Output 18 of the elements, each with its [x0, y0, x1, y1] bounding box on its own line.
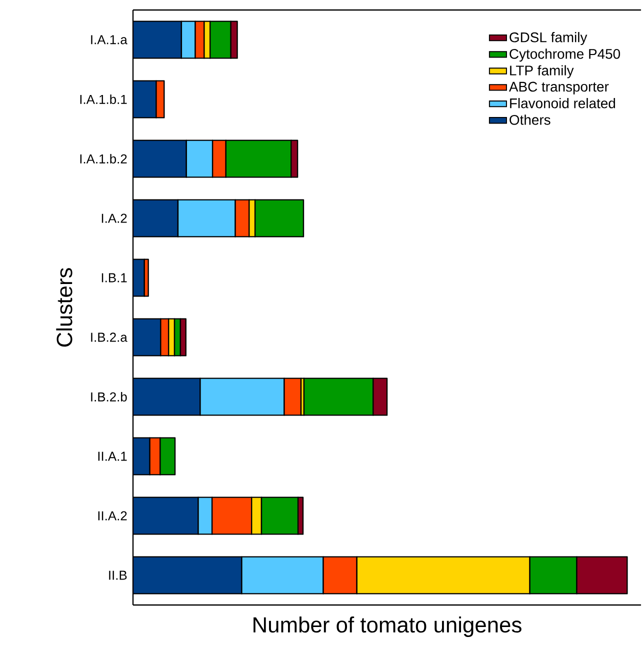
y-tick-label: I.B.1	[102, 273, 127, 282]
legend-label: Others	[510, 114, 550, 125]
legend-label: GDSL family	[510, 32, 588, 46]
y-tick-label: I.B.2.b	[91, 392, 128, 402]
y-tick-label: I.B.2.a	[91, 332, 128, 342]
legend-label: Cytochrome P450	[510, 48, 620, 62]
y-tick-label: I.A.1.a	[91, 35, 128, 44]
legend-label: LTP family	[510, 65, 574, 78]
y-tick-label: II.B	[109, 570, 127, 580]
y-tick-label: II.A.1	[98, 452, 127, 461]
y-axis-title: Clusters	[56, 268, 72, 347]
y-tick-label: II.A.2	[98, 511, 127, 520]
y-tick-label: I.A.1.b.2	[80, 154, 127, 164]
y-tick-label: I.A.1.b.1	[80, 94, 127, 104]
legend-label: ABC transporter	[509, 82, 609, 94]
x-axis-title: Number of tomato unigenes	[254, 616, 522, 637]
y-tick-label: I.A.2	[102, 214, 127, 223]
legend-label: Flavonoid related	[510, 98, 616, 108]
